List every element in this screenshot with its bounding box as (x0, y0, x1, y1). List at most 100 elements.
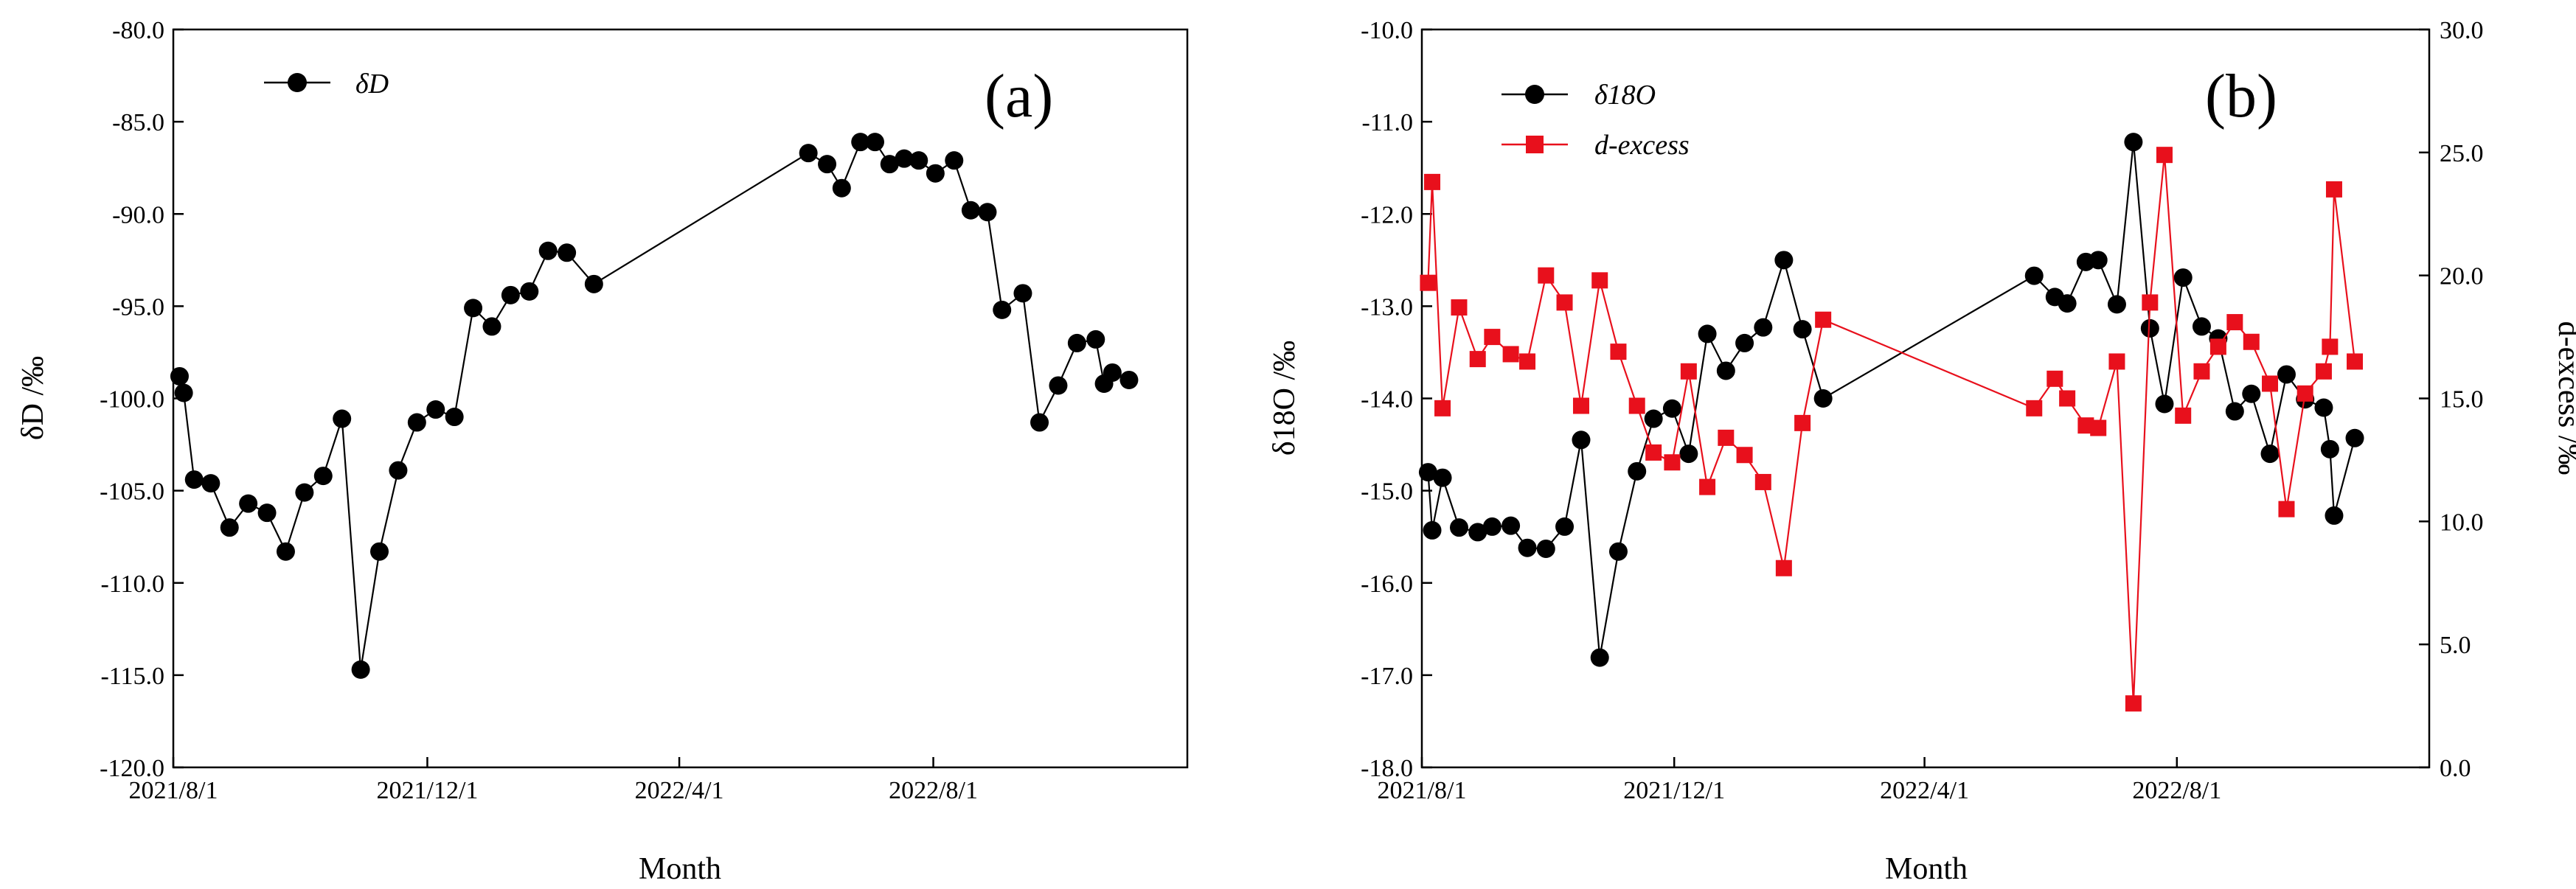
panel-b-dexcess-point (2209, 338, 2226, 355)
panel-b-plot-frame (1420, 28, 2431, 769)
panel-a-dd-point (313, 467, 333, 486)
panel-b-dexcess-point (2059, 390, 2076, 407)
panel-b-ytick-right-label: 30.0 (2440, 17, 2484, 44)
panel-b-d18o-point (2192, 317, 2211, 336)
panel-b-ytick-label: -14.0 (1361, 386, 1413, 414)
panel-b-d18o-point (1628, 461, 1647, 481)
panel-b-d18o-point (1449, 518, 1468, 537)
panel-b-ytick-label: -12.0 (1361, 201, 1413, 229)
panel-b-dexcess-point (2262, 375, 2279, 392)
panel-a-plot-frame (172, 28, 1189, 769)
panel-b-dexcess-point (1434, 400, 1451, 416)
panel-a-dd-point (895, 149, 914, 168)
panel-a-dd-point (961, 201, 980, 220)
panel-a-dd-point (851, 133, 870, 152)
panel-b-dexcess-point (1815, 311, 1832, 328)
panel-a-dd-point (978, 203, 997, 222)
panel-b-dexcess-point (2278, 501, 2295, 517)
panel-a-dd-point (389, 461, 408, 480)
panel-b-dexcess-point (2325, 181, 2342, 198)
panel-b-d18o-point (1518, 538, 1537, 557)
panel-b-dexcess-point (1424, 173, 1441, 190)
panel-a-dd-point (220, 518, 239, 537)
panel-b-dexcess-point (2077, 417, 2094, 434)
panel-b-d18o-point (2225, 402, 2244, 421)
panel-b-d18o-point (2155, 394, 2174, 414)
panel-b-dexcess-point (2142, 294, 2159, 311)
panel-b-d18o-point (1662, 399, 1681, 418)
panel-b-d18o-point (2242, 384, 2261, 403)
panel-b-ytick-right-label: 5.0 (2440, 632, 2471, 659)
panel-b-ytick-label: -16.0 (1361, 571, 1413, 598)
panel-a-legend-marker (288, 73, 307, 92)
panel-a-dd-point (407, 413, 426, 432)
panel-b-d18o-point (2140, 318, 2159, 338)
panel-b-dexcess-point (1699, 478, 1716, 495)
panel-b-d18o-point (1572, 430, 1591, 450)
panel-b-d18o-point (1482, 517, 1501, 536)
panel-b-d18o-point (2260, 444, 2280, 464)
panel-b-dexcess-point (2243, 333, 2260, 350)
panel-b-ytick-right-label: 0.0 (2440, 755, 2471, 782)
panel-b-dexcess-point (1420, 274, 1437, 291)
panel-b-xtick-label: 2022/8/1 (2132, 777, 2221, 804)
panel-a-ytick-label: -80.0 (112, 17, 164, 44)
panel-b-dexcess-point (1610, 344, 1627, 360)
panel-a-dd-point (239, 494, 258, 513)
panel-a-ytick-label: -85.0 (112, 109, 164, 136)
panel-b-d18o-point (2320, 439, 2339, 459)
panel-b-xlabel: Month (1885, 852, 1968, 886)
panel-b-ytick-label: -18.0 (1361, 755, 1413, 782)
panel-a-label: (a) (985, 62, 1053, 130)
panel-a-dd-point (464, 299, 483, 318)
panel-b-dexcess-point (2226, 314, 2243, 331)
panel-a-xtick-label: 2021/12/1 (377, 777, 479, 804)
panel-a-dd-point (295, 483, 314, 502)
panel-a-ytick-label: -90.0 (112, 201, 164, 229)
panel-a-dd-point (993, 300, 1012, 319)
panel-b-dexcess-point (1572, 397, 1589, 414)
panel-b-dexcess-point (1502, 346, 1519, 363)
panel-b-dexcess-point (1794, 414, 1811, 431)
panel-b-d18o-point (1754, 318, 1773, 337)
panel-a-dd-point (818, 155, 837, 174)
panel-b-d18o-point (1501, 516, 1521, 535)
panel-b-dexcess-point (1469, 351, 1486, 368)
panel-b-dexcess-point (1736, 447, 1753, 464)
panel-a-dd-point (520, 282, 539, 301)
panel-a-xtick-label: 2022/8/1 (889, 777, 978, 804)
panel-a-dd-point (945, 151, 964, 170)
panel-a-xtick-label: 2022/4/1 (635, 777, 724, 804)
panel-a-xtick-label: 2021/8/1 (129, 777, 218, 804)
panel-a-dd-point (201, 474, 221, 493)
panel-b-dexcess-point (2347, 353, 2364, 370)
panel-a-dd-point (865, 133, 884, 152)
panel-b-d18o-point (2345, 428, 2364, 447)
panel-b-dexcess-point (2193, 363, 2210, 380)
panel-b-d18o-point (2277, 365, 2296, 384)
panel-b-dexcess-point (2125, 695, 2142, 712)
panel-b-d18o-point (2124, 133, 2143, 152)
panel-a-dd-point (1049, 376, 1068, 395)
panel-b-d18o-point (1793, 320, 1812, 339)
panel-a-dd-point (538, 241, 558, 260)
panel-b-ytick-right-label: 20.0 (2440, 263, 2484, 290)
panel-a-dd-point (926, 164, 945, 183)
panel-b-legend-label-d18o: δ18O (1594, 80, 1656, 111)
panel-b-dexcess-point (1754, 473, 1771, 490)
panel-a-dd-point (1013, 284, 1032, 303)
panel-a-dd-point (276, 542, 295, 561)
panel-b-d18o-point (1555, 517, 1575, 536)
panel-a-dd-point (174, 383, 193, 402)
panel-a-ytick-label: -110.0 (100, 571, 164, 598)
panel-a-legend-label: δD (355, 69, 389, 100)
panel-a-dd-point (1086, 330, 1105, 349)
panel-b-xtick-label: 2021/12/1 (1623, 777, 1725, 804)
panel-a-ytick-label: -95.0 (112, 293, 164, 321)
panel-a-dd-point (832, 178, 851, 198)
panel-a-dd-point (170, 366, 189, 386)
panel-b-dexcess-point (1538, 267, 1555, 284)
panel-b-d18o-point (2058, 294, 2077, 313)
panel-b-d18o-point (1590, 648, 1609, 667)
